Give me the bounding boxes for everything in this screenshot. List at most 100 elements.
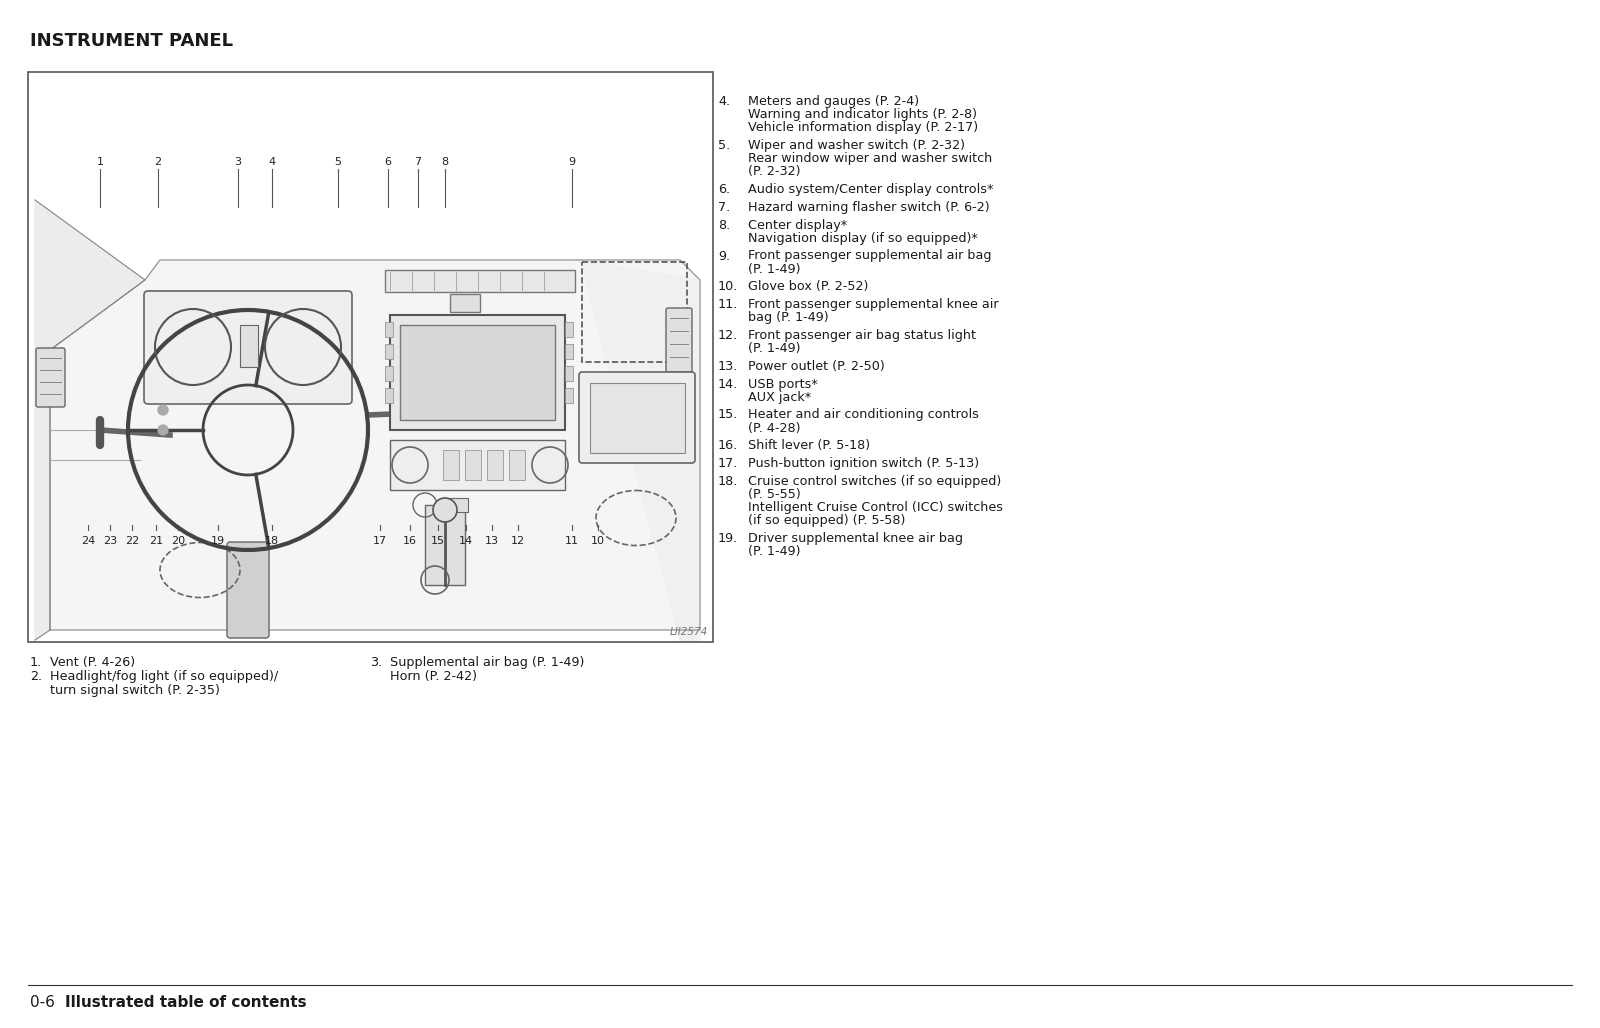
Text: Center display*: Center display*	[749, 219, 848, 231]
Text: Navigation display (if so equipped)*: Navigation display (if so equipped)*	[749, 231, 978, 245]
Bar	[29, 72, 714, 642]
Text: 5: 5	[334, 157, 341, 167]
Text: 12: 12	[510, 536, 525, 546]
Text: (P. 4-28): (P. 4-28)	[749, 421, 800, 435]
Text: Power outlet (P. 2-50): Power outlet (P. 2-50)	[749, 360, 885, 373]
Bar	[426, 505, 466, 585]
FancyBboxPatch shape	[579, 372, 694, 463]
Text: turn signal switch (P. 2-35): turn signal switch (P. 2-35)	[50, 684, 219, 697]
Text: Warning and indicator lights (P. 2-8): Warning and indicator lights (P. 2-8)	[749, 108, 978, 121]
Text: 8: 8	[442, 157, 448, 167]
Text: 11.: 11.	[718, 298, 738, 311]
Text: (P. 1-49): (P. 1-49)	[749, 342, 800, 356]
Circle shape	[158, 405, 168, 415]
Text: (P. 1-49): (P. 1-49)	[749, 263, 800, 276]
Text: 13: 13	[485, 536, 499, 546]
Text: 16: 16	[403, 536, 418, 546]
Text: Heater and air conditioning controls: Heater and air conditioning controls	[749, 408, 979, 421]
Text: 10.: 10.	[718, 281, 738, 293]
Bar	[240, 325, 258, 367]
Text: (P. 1-49): (P. 1-49)	[749, 545, 800, 558]
Bar	[390, 440, 565, 490]
Bar	[386, 270, 574, 292]
Text: 14: 14	[459, 536, 474, 546]
Text: 21: 21	[149, 536, 163, 546]
Text: 4: 4	[269, 157, 275, 167]
Text: Shift lever (P. 5-18): Shift lever (P. 5-18)	[749, 439, 870, 452]
Text: Hazard warning flasher switch (P. 6-2): Hazard warning flasher switch (P. 6-2)	[749, 200, 990, 214]
Text: (P. 5-55): (P. 5-55)	[749, 488, 800, 501]
Bar	[386, 388, 394, 403]
Text: 9: 9	[568, 157, 576, 167]
Bar	[565, 366, 573, 381]
Text: Front passenger air bag status light: Front passenger air bag status light	[749, 329, 976, 342]
Text: Front passenger supplemental air bag: Front passenger supplemental air bag	[749, 250, 992, 262]
Text: 8.: 8.	[718, 219, 730, 231]
Bar	[582, 262, 686, 362]
Text: 19: 19	[211, 536, 226, 546]
Text: 1: 1	[96, 157, 104, 167]
Text: AUX jack*: AUX jack*	[749, 391, 811, 404]
Text: 4.: 4.	[718, 95, 730, 108]
Bar	[450, 498, 467, 512]
Bar	[386, 366, 394, 381]
Text: USB ports*: USB ports*	[749, 377, 818, 391]
Bar	[565, 344, 573, 359]
Bar	[486, 450, 502, 480]
Text: 7.: 7.	[718, 200, 730, 214]
FancyBboxPatch shape	[35, 348, 66, 407]
Text: 23: 23	[102, 536, 117, 546]
Text: 18: 18	[266, 536, 278, 546]
Text: Illustrated table of contents: Illustrated table of contents	[66, 995, 307, 1009]
Text: 12.: 12.	[718, 329, 738, 342]
Text: 10: 10	[590, 536, 605, 546]
Text: 15: 15	[430, 536, 445, 546]
Text: Headlight/fog light (if so equipped)/: Headlight/fog light (if so equipped)/	[50, 670, 278, 683]
Bar	[386, 344, 394, 359]
FancyBboxPatch shape	[144, 291, 352, 404]
Text: 2.: 2.	[30, 670, 42, 683]
Bar	[509, 450, 525, 480]
Bar	[450, 294, 480, 313]
Text: 6: 6	[384, 157, 392, 167]
Text: 14.: 14.	[718, 377, 738, 391]
Polygon shape	[35, 200, 146, 640]
Text: 24: 24	[82, 536, 94, 546]
Text: 17.: 17.	[718, 457, 738, 470]
Text: (P. 2-32): (P. 2-32)	[749, 166, 800, 179]
Bar	[386, 322, 394, 337]
Text: 22: 22	[125, 536, 139, 546]
Text: LII2574: LII2574	[670, 627, 707, 637]
Polygon shape	[579, 260, 701, 640]
FancyBboxPatch shape	[227, 542, 269, 638]
Bar	[443, 450, 459, 480]
Bar	[390, 315, 565, 430]
Text: Rear window wiper and washer switch: Rear window wiper and washer switch	[749, 152, 992, 166]
Text: 3.: 3.	[370, 656, 382, 669]
Text: bag (P. 1-49): bag (P. 1-49)	[749, 311, 829, 324]
Text: (if so equipped) (P. 5-58): (if so equipped) (P. 5-58)	[749, 514, 906, 527]
Text: 0-6: 0-6	[30, 995, 54, 1009]
Text: Meters and gauges (P. 2-4): Meters and gauges (P. 2-4)	[749, 95, 918, 108]
Text: 17: 17	[373, 536, 387, 546]
Circle shape	[434, 498, 458, 522]
Text: 1.: 1.	[30, 656, 42, 669]
Bar	[590, 383, 685, 453]
Text: 15.: 15.	[718, 408, 738, 421]
Text: 11: 11	[565, 536, 579, 546]
Text: Push-button ignition switch (P. 5-13): Push-button ignition switch (P. 5-13)	[749, 457, 979, 470]
Bar	[400, 325, 555, 420]
Circle shape	[158, 425, 168, 435]
Polygon shape	[50, 260, 701, 630]
Bar	[565, 322, 573, 337]
Text: 20: 20	[171, 536, 186, 546]
Bar	[565, 388, 573, 403]
Text: Cruise control switches (if so equipped): Cruise control switches (if so equipped)	[749, 475, 1002, 488]
Text: Glove box (P. 2-52): Glove box (P. 2-52)	[749, 281, 869, 293]
FancyBboxPatch shape	[666, 308, 691, 372]
Text: 3: 3	[235, 157, 242, 167]
Text: Wiper and washer switch (P. 2-32): Wiper and washer switch (P. 2-32)	[749, 139, 965, 152]
Text: Driver supplemental knee air bag: Driver supplemental knee air bag	[749, 533, 963, 545]
Text: INSTRUMENT PANEL: INSTRUMENT PANEL	[30, 32, 234, 50]
Text: Supplemental air bag (P. 1-49): Supplemental air bag (P. 1-49)	[390, 656, 584, 669]
